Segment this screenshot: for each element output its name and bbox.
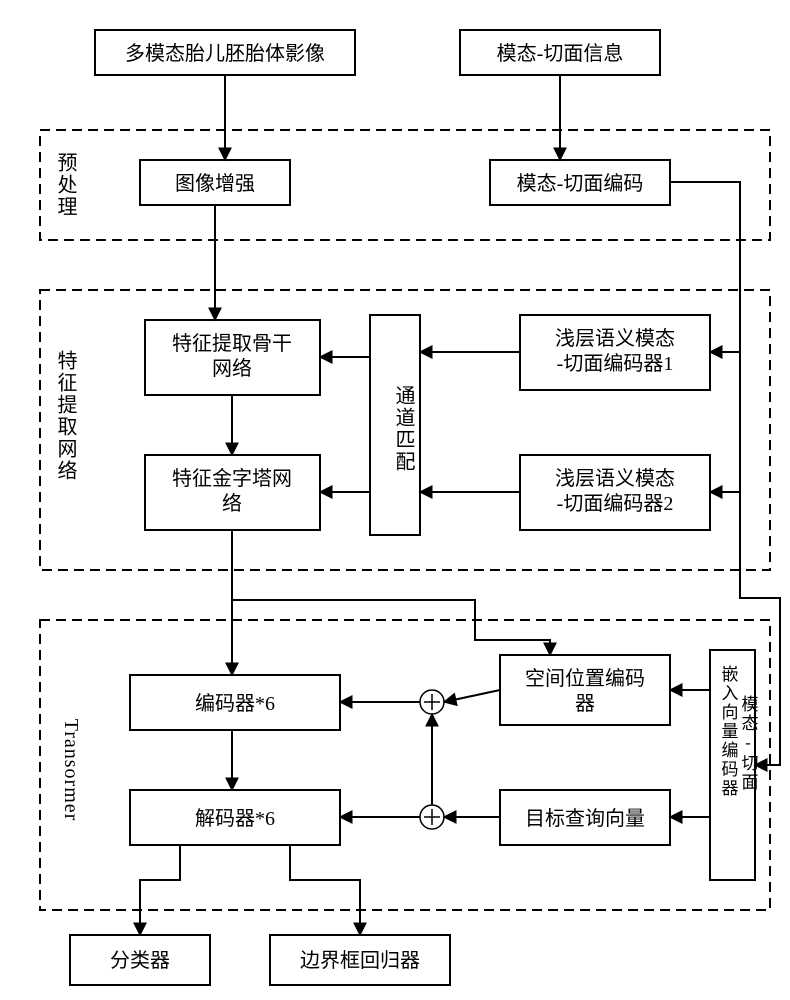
- node-encoder6-label: 编码器*6: [195, 692, 275, 715]
- plus-node-1: [420, 690, 444, 714]
- node-pos-enc: 空间位置编码 器: [500, 655, 670, 725]
- node-fpn-l1: 特征金字塔网: [172, 467, 292, 490]
- node-shallow1-l2: -切面编码器1: [557, 352, 674, 375]
- node-shallow2: 浅层语义模态 -切面编码器2: [520, 455, 710, 530]
- node-pos-enc-l2: 器: [575, 693, 595, 715]
- edge: [140, 845, 180, 935]
- node-backbone: 特征提取骨干 网络: [145, 320, 320, 395]
- node-input-img-label: 多模态胎儿胚胎体影像: [125, 42, 325, 65]
- node-backbone-l1: 特征提取骨干: [172, 332, 292, 355]
- edge: [444, 690, 500, 702]
- node-mode-encode-label: 模态-切面编码: [517, 172, 644, 195]
- node-shallow1-l1: 浅层语义模态: [555, 327, 675, 350]
- node-bbox-reg-label: 边界框回归器: [300, 949, 420, 972]
- node-chan-match-label: 通道匹配: [392, 385, 415, 473]
- node-query-vec: 目标查询向量: [500, 790, 670, 845]
- node-shallow2-l1: 浅层语义模态: [555, 467, 675, 490]
- group-featurenet-label: 特征提取网络: [54, 350, 77, 482]
- edge: [290, 845, 360, 935]
- node-embed-enc: 嵌入向量编码器 模态-切面: [710, 650, 758, 880]
- node-encoder6: 编码器*6: [130, 675, 340, 730]
- node-backbone-l2: 网络: [212, 357, 252, 380]
- node-shallow2-l2: -切面编码器2: [557, 492, 674, 515]
- node-input-mode-label: 模态-切面信息: [497, 42, 624, 65]
- node-img-enhance: 图像增强: [140, 160, 290, 205]
- node-input-mode: 模态-切面信息: [460, 30, 660, 75]
- edge: [710, 352, 740, 492]
- node-classifier-label: 分类器: [110, 949, 170, 972]
- node-fpn-l2: 络: [222, 492, 242, 515]
- node-query-vec-label: 目标查询向量: [525, 807, 645, 830]
- node-bbox-reg: 边界框回归器: [270, 935, 450, 985]
- node-input-img: 多模态胎儿胚胎体影像: [95, 30, 355, 75]
- group-transformer-label: Transormer: [60, 719, 82, 822]
- flowchart-canvas: 预处理 特征提取网络 Transormer 多模态胎儿胚胎体影像 模态-切面信息…: [0, 0, 790, 1000]
- node-fpn: 特征金字塔网 络: [145, 455, 320, 530]
- node-embed-enc-l1: 嵌入向量编码器: [719, 665, 739, 798]
- node-classifier: 分类器: [70, 935, 210, 985]
- node-img-enhance-label: 图像增强: [175, 172, 255, 195]
- plus-node-2: [420, 805, 444, 829]
- node-mode-encode: 模态-切面编码: [490, 160, 670, 205]
- group-preproc-label: 预处理: [54, 152, 77, 218]
- node-shallow1: 浅层语义模态 -切面编码器1: [520, 315, 710, 390]
- node-embed-enc-l2: 模态-切面: [739, 695, 759, 792]
- node-decoder6: 解码器*6: [130, 790, 340, 845]
- node-decoder6-label: 解码器*6: [195, 807, 275, 830]
- edge: [232, 600, 550, 655]
- node-chan-match: 通道匹配: [370, 315, 420, 535]
- node-pos-enc-l1: 空间位置编码: [525, 667, 645, 690]
